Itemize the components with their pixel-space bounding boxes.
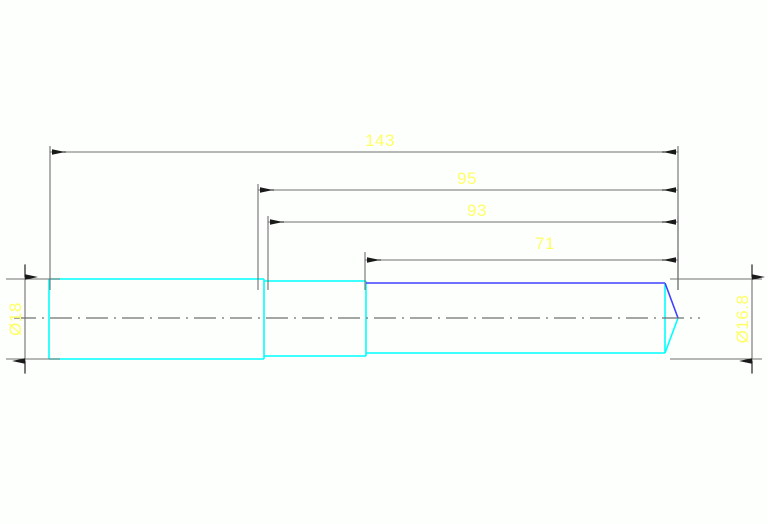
dim-label-diameter-18: Ø18 bbox=[6, 302, 25, 336]
dimension-diameter-18[interactable]: Ø18 bbox=[6, 264, 60, 374]
dim-label-95: 95 bbox=[457, 169, 477, 188]
dim-label-diameter-16-8: Ø16.8 bbox=[733, 295, 752, 344]
dim-label-93: 93 bbox=[467, 201, 487, 220]
dimension-71[interactable]: 71 bbox=[364, 234, 679, 290]
conical-tip bbox=[664, 282, 679, 354]
dim-label-143: 143 bbox=[365, 131, 395, 150]
dimension-143[interactable]: 143 bbox=[49, 131, 679, 290]
tip-lower-taper bbox=[664, 317, 679, 354]
dim-label-71: 71 bbox=[535, 234, 555, 253]
dimension-diameter-16-8[interactable]: Ø16.8 bbox=[670, 264, 765, 374]
part-outline bbox=[48, 278, 679, 360]
section-1-large-diameter bbox=[48, 278, 265, 360]
tip-upper-taper bbox=[664, 282, 679, 319]
dimension-93[interactable]: 93 bbox=[267, 201, 679, 290]
